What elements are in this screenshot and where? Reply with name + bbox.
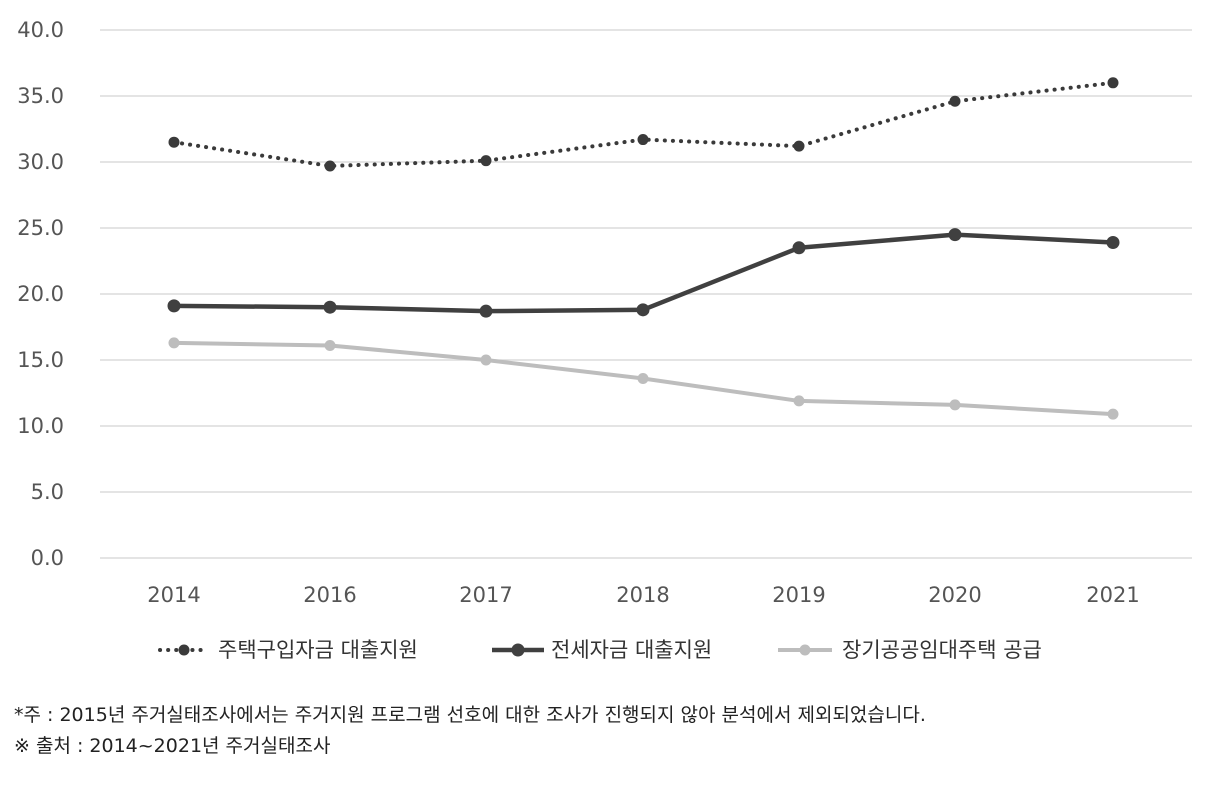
line-chart: 0.05.010.015.020.025.030.035.040.0 2014 2… xyxy=(17,18,1192,662)
x-tick-label: 2014 xyxy=(147,583,200,607)
data-point xyxy=(480,155,492,167)
y-tick-label: 35.0 xyxy=(17,84,64,108)
y-tick-label: 5.0 xyxy=(31,480,64,504)
y-tick-label: 20.0 xyxy=(17,282,64,306)
x-tick-label: 2018 xyxy=(616,583,669,607)
data-point xyxy=(793,140,805,152)
data-point xyxy=(636,303,650,317)
x-tick-label: 2019 xyxy=(772,583,825,607)
footnotes: *주 : 2015년 주거실태조사에서는 주거지원 프로그램 선호에 대한 조사… xyxy=(14,700,926,762)
data-point xyxy=(1107,408,1119,420)
data-point xyxy=(949,399,961,411)
legend-label: 장기공공임대주택 공급 xyxy=(842,638,1042,662)
data-point xyxy=(167,299,181,313)
data-point xyxy=(1106,236,1120,250)
legend: 주택구입자금 대출지원 전세자금 대출지원 장기공공임대주택 공급 xyxy=(158,638,1042,662)
x-tick-label: 2021 xyxy=(1086,583,1139,607)
legend-swatch-marker xyxy=(799,644,811,656)
data-point xyxy=(168,337,180,349)
footnote-source: ※ 출처 : 2014~2021년 주거실태조사 xyxy=(14,735,331,757)
x-tick-label: 2020 xyxy=(928,583,981,607)
data-point xyxy=(637,372,649,384)
series-line-2 xyxy=(173,232,1114,314)
data-point xyxy=(324,160,336,172)
x-tick-label: 2017 xyxy=(459,583,512,607)
data-point xyxy=(168,136,180,148)
y-tick-label: 10.0 xyxy=(17,414,64,438)
data-point xyxy=(323,300,337,314)
data-point xyxy=(479,304,493,318)
series-line-1 xyxy=(172,80,1115,168)
legend-swatch-marker xyxy=(178,644,190,656)
data-point xyxy=(949,95,961,107)
data-point xyxy=(793,395,805,407)
data-point xyxy=(637,134,649,146)
data-point xyxy=(948,228,962,242)
gridlines xyxy=(100,29,1192,559)
y-tick-label: 40.0 xyxy=(17,18,64,42)
y-axis-ticks: 0.0 5.0 10.0 15.0 20.0 25.0 30.0 35.0 40.0 xyxy=(17,18,64,570)
data-point xyxy=(792,241,806,255)
x-axis-ticks: 2014 2016 2017 2018 2019 2020 2021 xyxy=(147,583,1139,607)
y-tick-label: 15.0 xyxy=(17,348,64,372)
legend-label: 주택구입자금 대출지원 xyxy=(218,638,418,662)
data-point xyxy=(324,339,336,351)
legend-label: 전세자금 대출지원 xyxy=(551,638,712,662)
legend-swatch-marker xyxy=(511,643,525,657)
y-tick-label: 0.0 xyxy=(31,546,64,570)
series-lines xyxy=(167,77,1120,420)
x-tick-label: 2016 xyxy=(303,583,356,607)
data-point xyxy=(1107,77,1119,89)
data-point xyxy=(480,354,492,366)
y-tick-label: 25.0 xyxy=(17,216,64,240)
y-tick-label: 30.0 xyxy=(17,150,64,174)
footnote-note: *주 : 2015년 주거실태조사에서는 주거지원 프로그램 선호에 대한 조사… xyxy=(14,704,926,726)
